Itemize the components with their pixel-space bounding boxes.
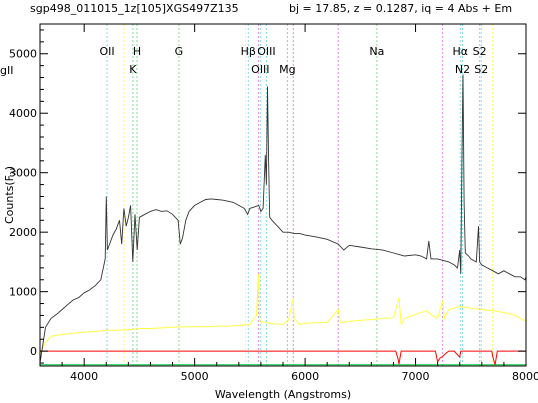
x-tick-label-7000: 7000 xyxy=(402,370,430,383)
series-spectrum xyxy=(39,74,527,364)
y-axis-label-sub: λ xyxy=(9,170,18,175)
line-label-9: Hα xyxy=(453,45,469,58)
y-tick-label-5000: 5000 xyxy=(9,48,37,61)
line-label-12: S2 xyxy=(474,63,488,76)
y-axis-label-close: ) xyxy=(3,166,16,170)
x-tick-label-6000: 6000 xyxy=(291,370,319,383)
y-tick-label-3000: 3000 xyxy=(9,167,37,180)
line-label-6: OIII xyxy=(251,63,269,76)
y-axis-label-main: Counts(F xyxy=(3,175,16,224)
y-tick-label-4000: 4000 xyxy=(9,107,37,120)
line-label-11: N2 xyxy=(455,63,470,76)
y-tick-label-2000: 2000 xyxy=(9,226,37,239)
spectrum-info: bj = 17.85, z = 0.1287, iq = 4 Abs + Em xyxy=(289,2,512,15)
object-id: sgp498_011015_1z[105]XGS497Z135 xyxy=(30,2,239,15)
line-label-4: Hβ xyxy=(241,45,256,58)
axes: 4000 5000 6000 7000 8000 0 1000 2000 3000 4000 500… xyxy=(9,24,538,383)
line-label-1: H xyxy=(133,45,141,58)
series-variance xyxy=(39,273,527,355)
x-tick-label-8000: 8000 xyxy=(512,370,538,383)
line-markers xyxy=(106,24,494,366)
line-label-8: Na xyxy=(369,45,384,58)
line-label-3: G xyxy=(175,45,184,58)
y-axis-label: Counts(Fλ) xyxy=(3,166,18,224)
series-layer xyxy=(39,74,527,366)
series-sky xyxy=(40,350,526,365)
line-label-2: K xyxy=(129,63,137,76)
line-label-7: Mg xyxy=(279,63,295,76)
x-tick-label-5000: 5000 xyxy=(181,370,209,383)
y-tick-label-1000: 1000 xyxy=(9,286,37,299)
x-tick-label-4000: 4000 xyxy=(70,370,98,383)
line-label-0: OII xyxy=(99,45,114,58)
line-label-5: OIII xyxy=(257,45,275,58)
y-tick-label-0: 0 xyxy=(30,345,37,358)
line-label-10: S2 xyxy=(473,45,487,58)
x-axis-label: Wavelength (Angstroms) xyxy=(215,388,351,401)
side-fragment: gII xyxy=(0,64,13,77)
